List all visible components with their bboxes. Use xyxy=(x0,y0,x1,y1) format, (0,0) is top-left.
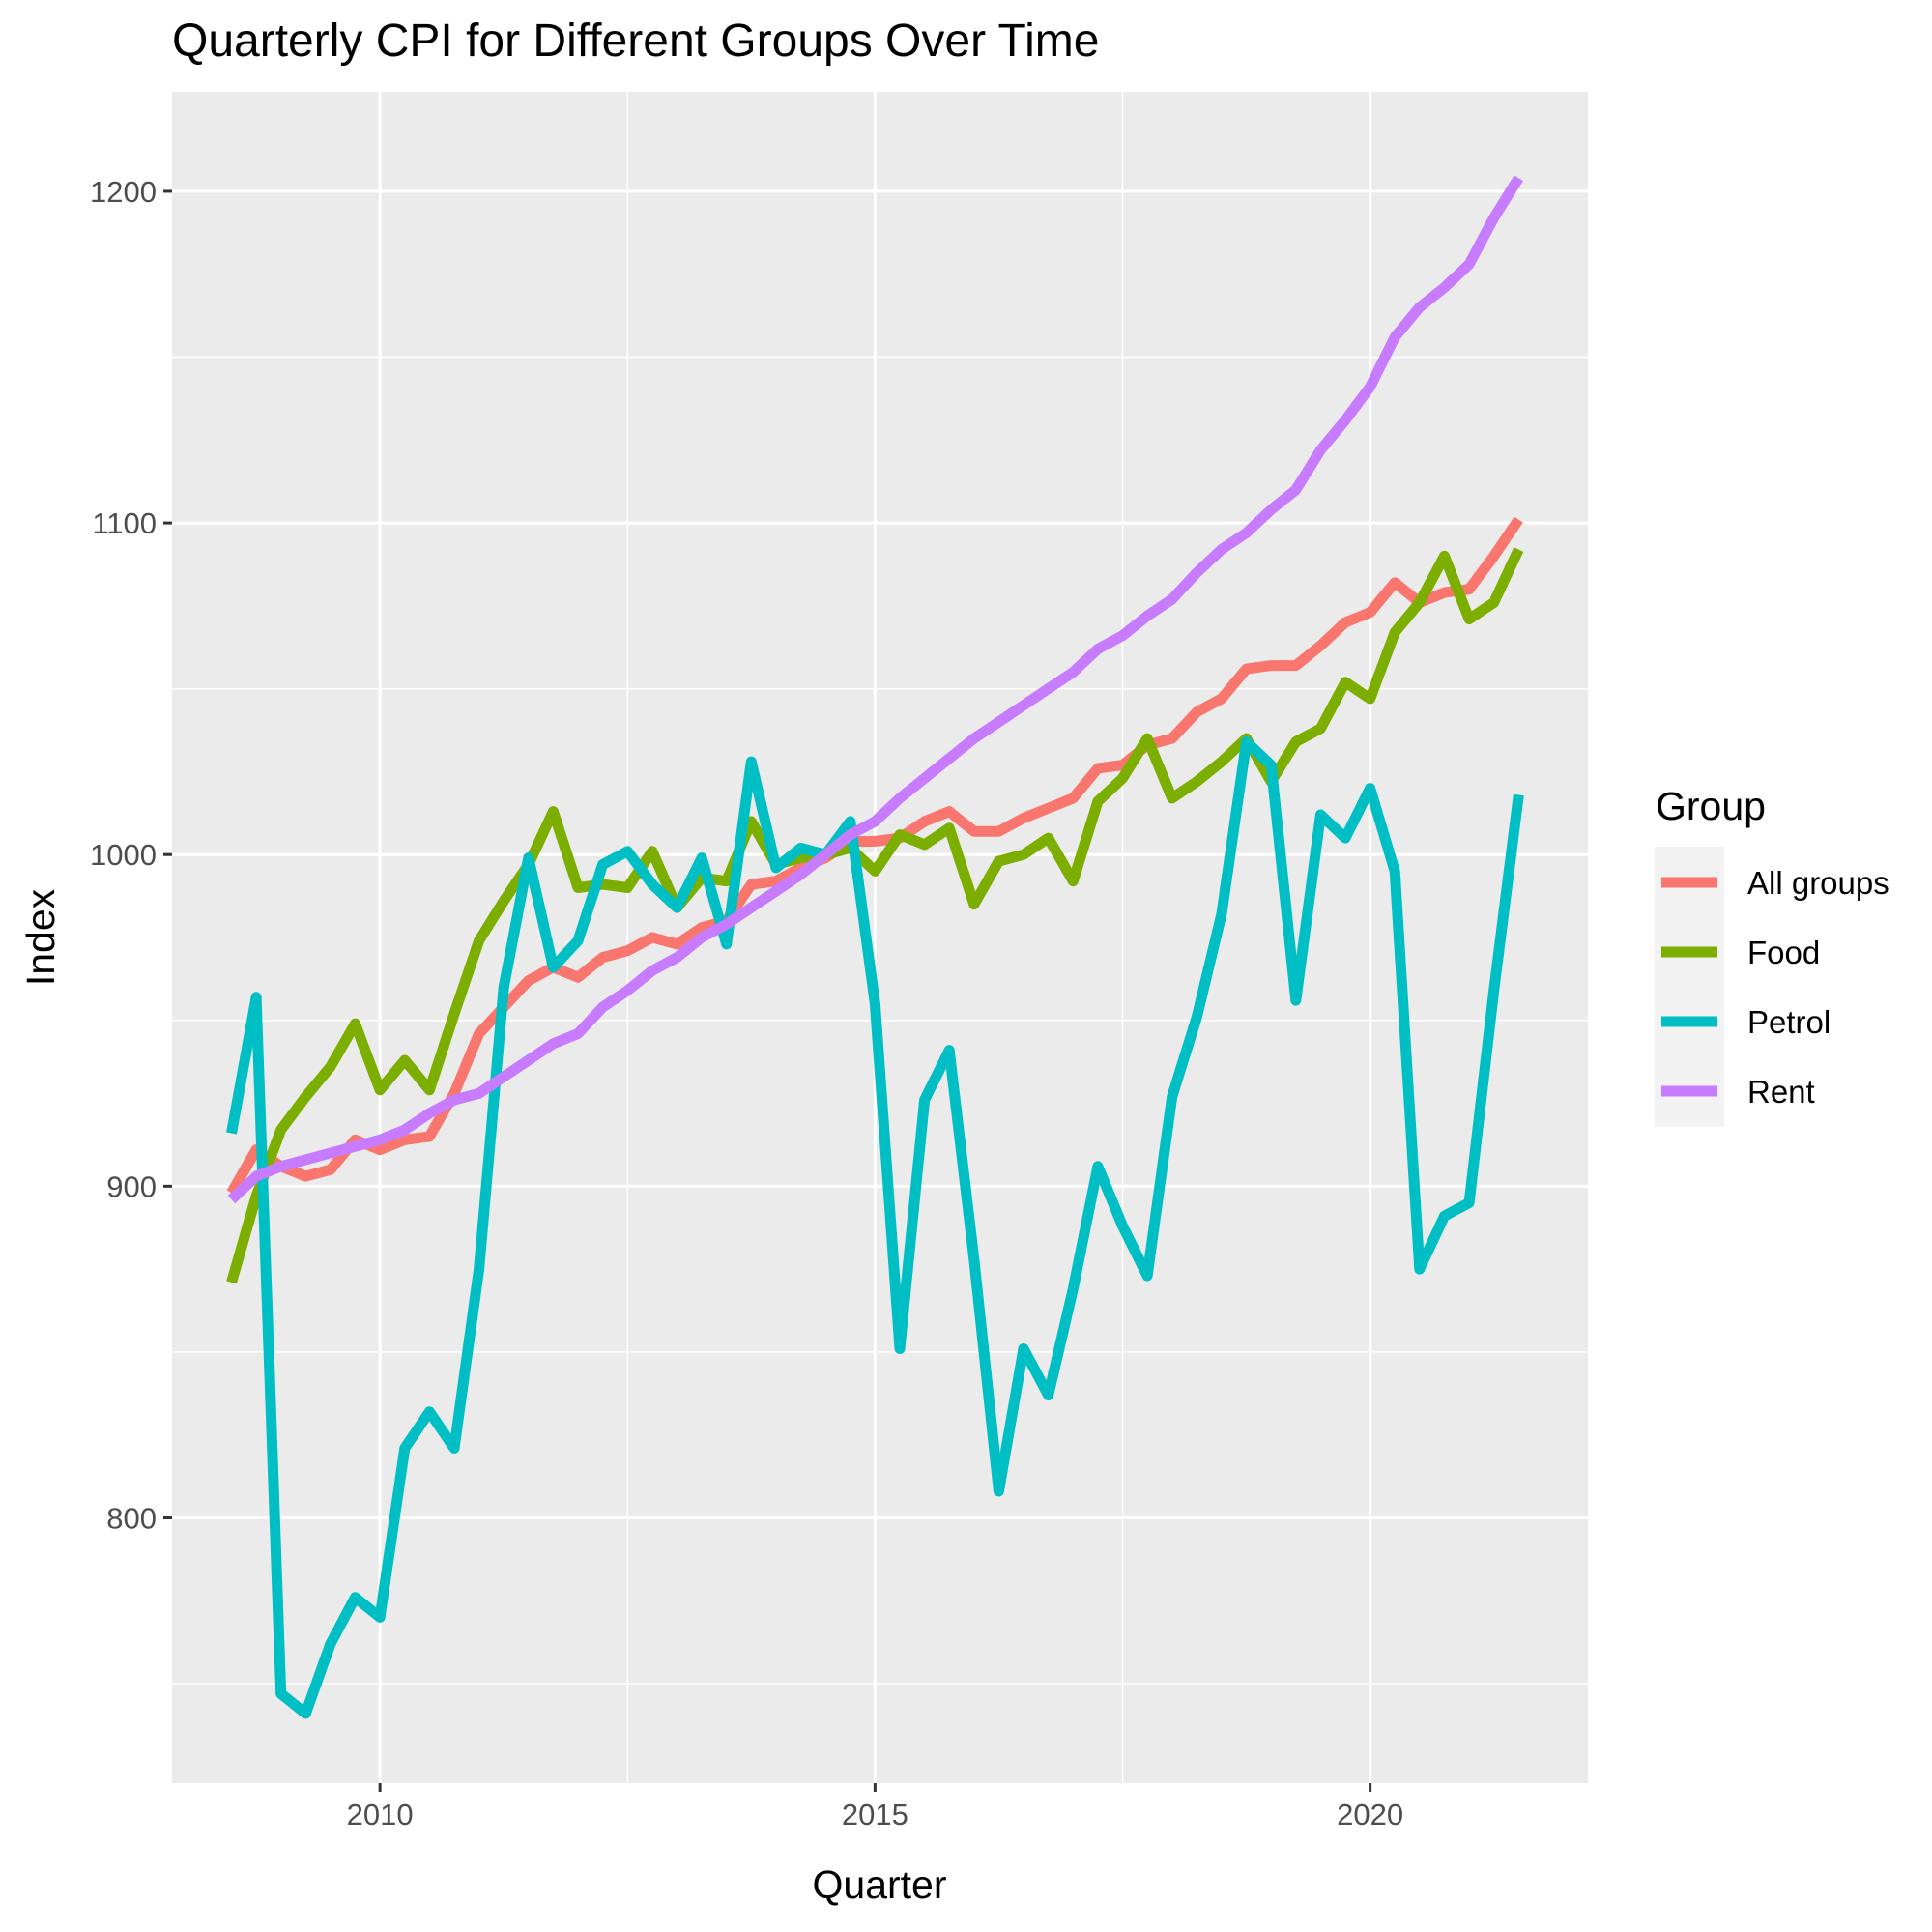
major-gridlines xyxy=(172,92,1588,1783)
series-line-rent xyxy=(227,175,1523,1204)
y-axis-title: Index xyxy=(18,888,63,986)
legend-items: All groups Food Petrol Rent xyxy=(1661,865,1889,1110)
y-tick-label: 1000 xyxy=(90,838,157,872)
x-tick-label: 2015 xyxy=(842,1798,908,1831)
x-tick-label: 2010 xyxy=(347,1798,414,1831)
series-line-petrol xyxy=(226,736,1524,1719)
series-line-food xyxy=(226,547,1524,1284)
series-lines xyxy=(226,175,1524,1719)
legend-title: Group xyxy=(1656,784,1766,828)
y-tick-label: 800 xyxy=(106,1501,157,1535)
y-tick-label: 1100 xyxy=(92,506,157,540)
y-axis: 800 900 1000 1100 1200 xyxy=(90,175,172,1535)
minor-gridlines xyxy=(172,92,1588,1783)
legend-label: All groups xyxy=(1747,865,1889,901)
x-tick-label: 2020 xyxy=(1337,1798,1403,1831)
legend: Group All groups Food Petrol Rent xyxy=(1655,784,1889,1127)
y-tick-label: 900 xyxy=(106,1169,157,1203)
x-axis-title: Quarter xyxy=(813,1862,947,1907)
legend-label: Food xyxy=(1747,935,1820,970)
legend-label: Rent xyxy=(1747,1074,1815,1110)
x-axis: 2010 2015 2020 xyxy=(347,1783,1403,1831)
y-tick-label: 1200 xyxy=(90,175,157,209)
legend-key-background xyxy=(1655,847,1724,1127)
legend-label: Petrol xyxy=(1747,1004,1831,1040)
plot-panel xyxy=(172,92,1588,1783)
chart-title: Quarterly CPI for Different Groups Over … xyxy=(172,15,1099,67)
